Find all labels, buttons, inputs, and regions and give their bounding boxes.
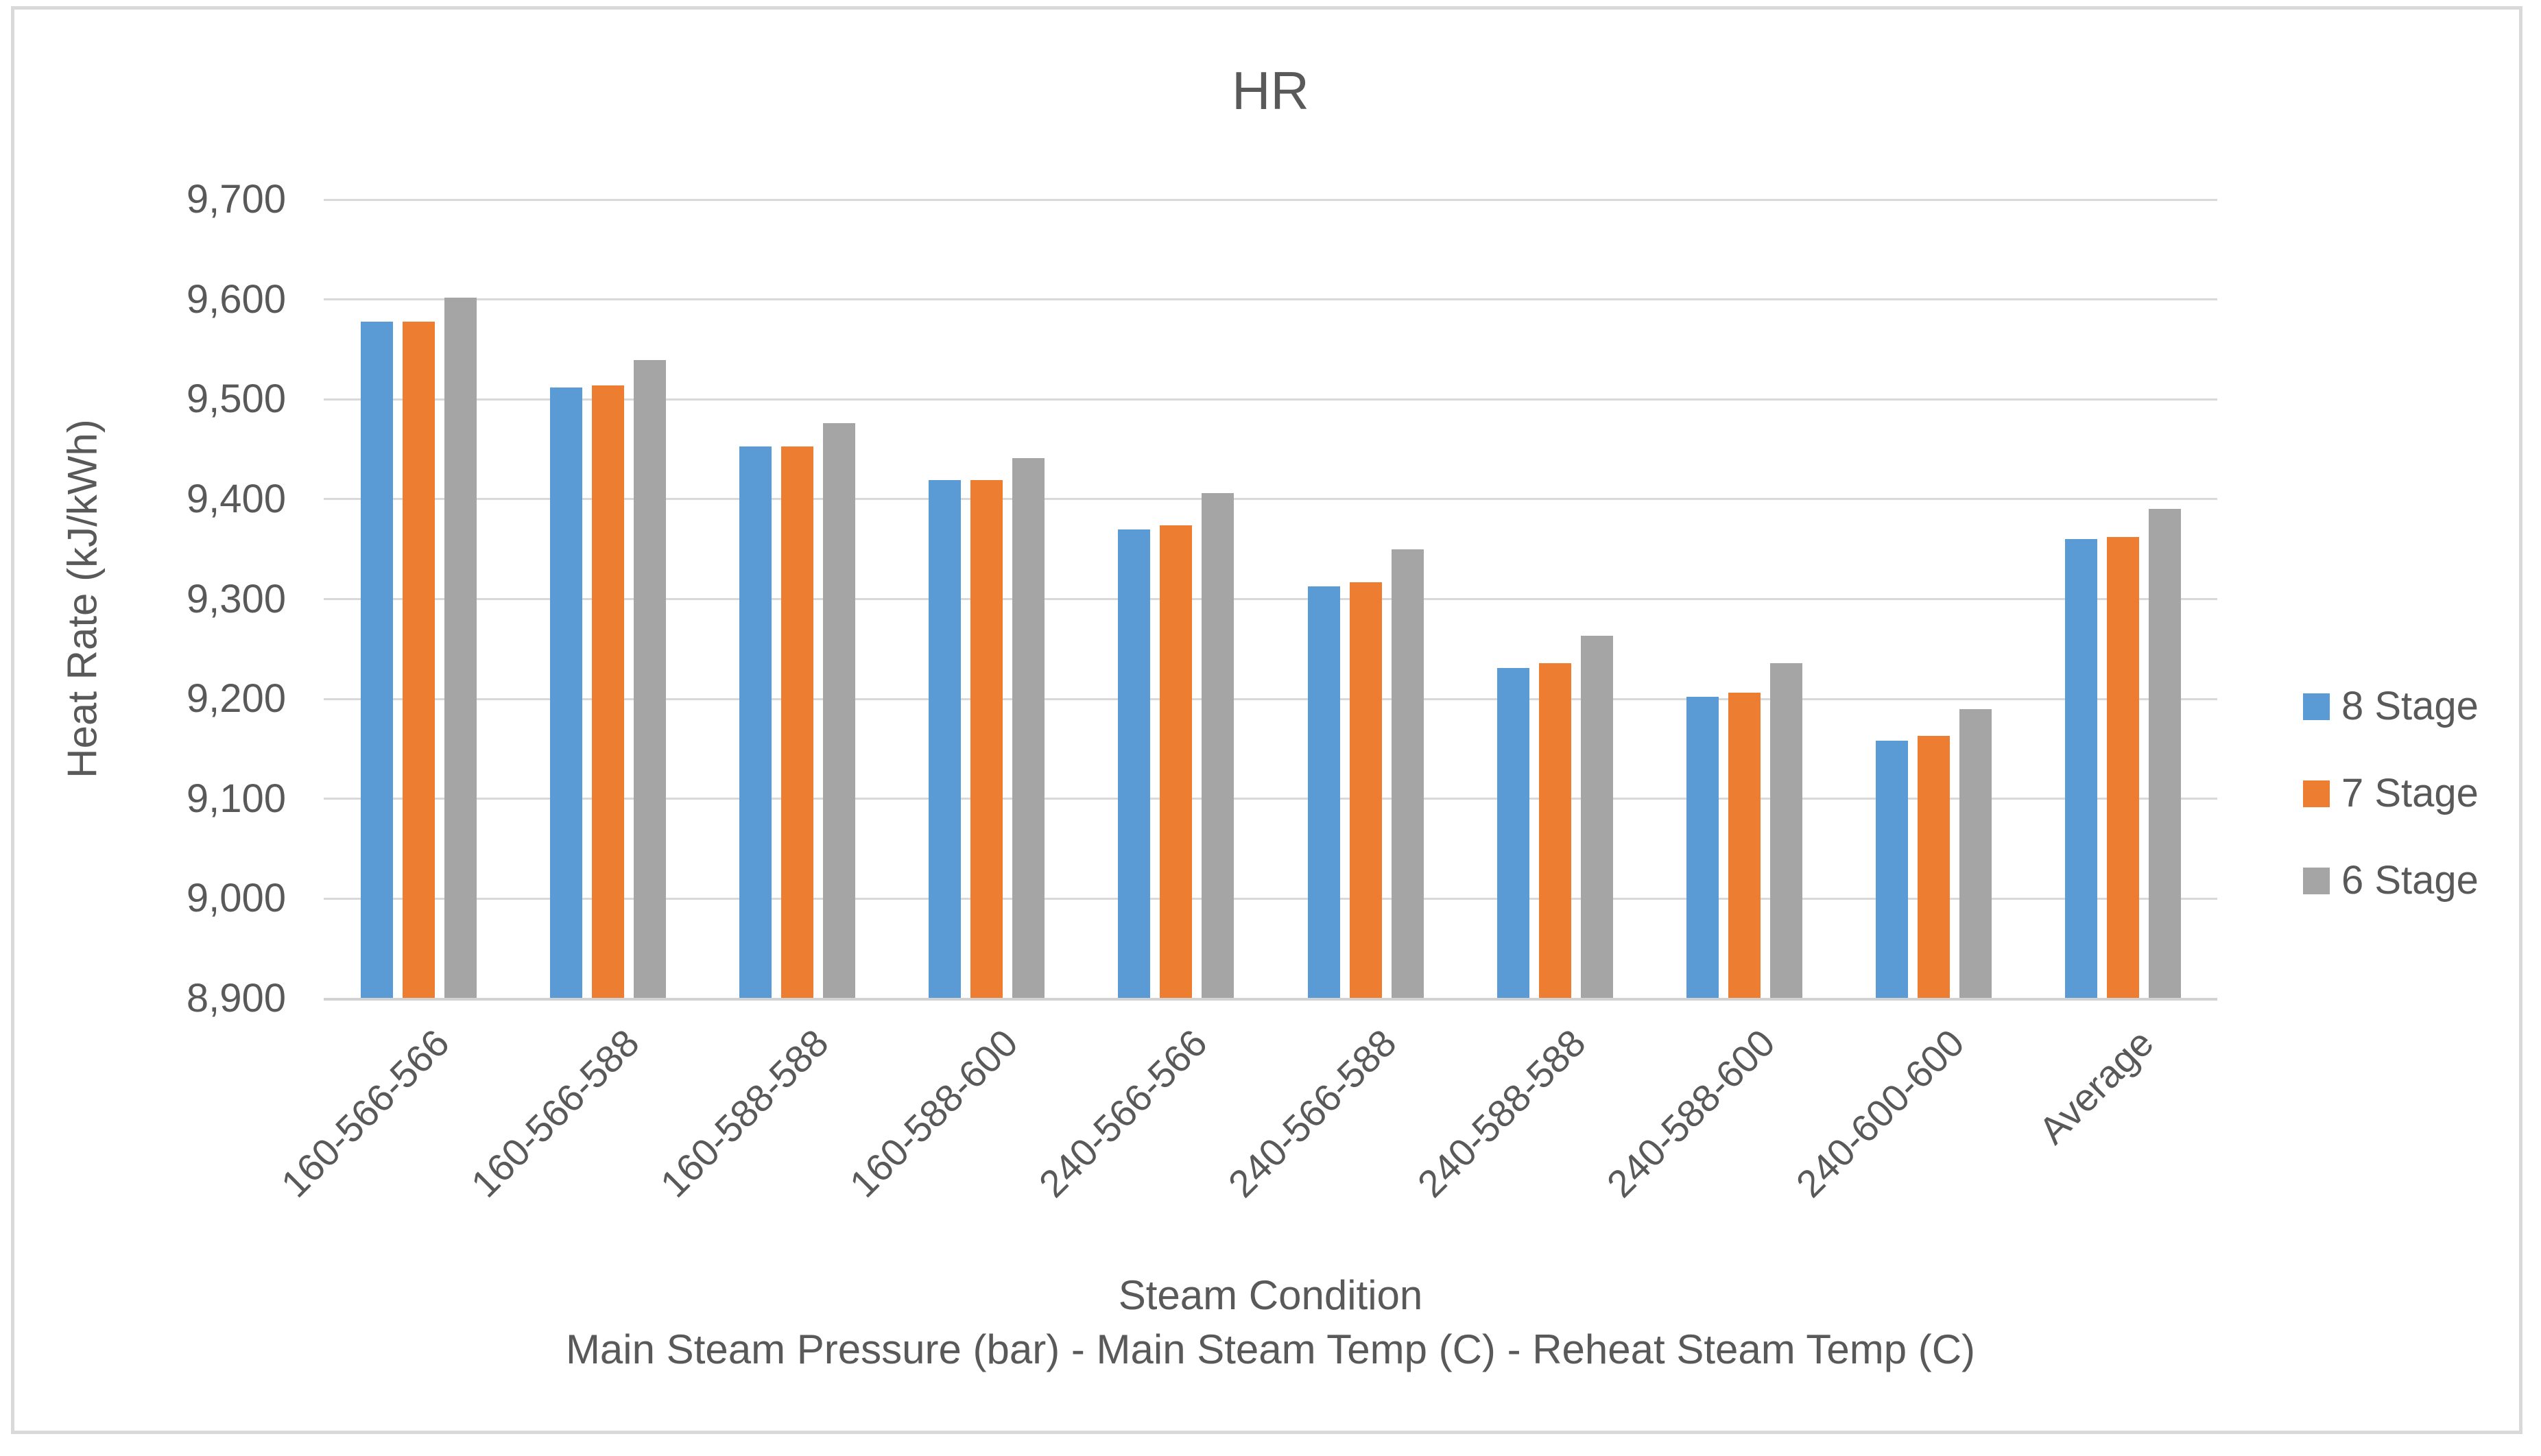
- bar-7-stage-240-588-600: [1728, 693, 1761, 998]
- legend-item-8-stage: 8 Stage: [2303, 687, 2479, 726]
- y-tick-label: 9,700: [186, 177, 286, 222]
- bar-6-stage-160-566-566: [444, 297, 477, 998]
- gridline: [324, 298, 2217, 301]
- bar-6-stage-160-588-588: [823, 423, 856, 998]
- x-axis-line: [324, 997, 2217, 1001]
- y-tick-label: 9,600: [186, 276, 286, 322]
- gridline: [324, 697, 2217, 700]
- bar-7-stage-average: [2106, 537, 2139, 998]
- x-axis-title: Steam Condition Main Steam Pressure (bar…: [324, 1270, 2217, 1379]
- bar-6-stage-240-588-600: [1769, 663, 1802, 998]
- legend-label: 8 Stage: [2341, 684, 2479, 728]
- chart-title: HR: [1232, 60, 1309, 121]
- bar-8-stage-160-566-566: [361, 321, 393, 998]
- y-tick-label: 9,000: [186, 876, 286, 921]
- bar-7-stage-160-566-566: [403, 321, 435, 998]
- bar-6-stage-240-588-588: [1580, 636, 1613, 998]
- x-axis-title-line2: Main Steam Pressure (bar) - Main Steam T…: [565, 1326, 1976, 1372]
- bar-7-stage-240-588-588: [1538, 663, 1571, 998]
- y-tick-label: 9,400: [186, 476, 286, 521]
- legend-swatch-icon: [2303, 867, 2330, 894]
- bar-8-stage-average: [2064, 539, 2097, 998]
- bar-7-stage-240-566-566: [1160, 525, 1193, 998]
- legend-label: 7 Stage: [2341, 771, 2479, 815]
- bar-6-stage-240-566-566: [1202, 493, 1234, 998]
- bar-6-stage-160-588-600: [1012, 458, 1045, 998]
- legend-swatch-icon: [2303, 780, 2330, 807]
- gridline: [324, 598, 2217, 600]
- legend: 8 Stage 7 Stage 6 Stage: [2303, 687, 2479, 948]
- y-tick-label: 8,900: [186, 976, 286, 1021]
- bar-7-stage-240-600-600: [1917, 736, 1950, 998]
- bar-7-stage-160-588-600: [970, 480, 1003, 998]
- bar-8-stage-160-588-600: [929, 480, 962, 998]
- legend-swatch-icon: [2303, 693, 2330, 720]
- y-tick-label: 9,100: [186, 776, 286, 821]
- bar-8-stage-240-566-566: [1118, 529, 1151, 998]
- bar-7-stage-160-588-588: [781, 446, 814, 998]
- bar-6-stage-240-566-588: [1391, 549, 1424, 998]
- legend-item-7-stage: 7 Stage: [2303, 774, 2479, 813]
- bar-8-stage-240-566-588: [1307, 586, 1340, 998]
- y-tick-label: 9,200: [186, 676, 286, 721]
- bar-7-stage-240-566-588: [1349, 582, 1382, 998]
- bar-8-stage-240-588-600: [1686, 697, 1719, 998]
- bar-6-stage-160-566-588: [634, 360, 667, 998]
- bar-8-stage-240-600-600: [1875, 741, 1908, 998]
- legend-label: 6 Stage: [2341, 858, 2479, 903]
- gridline: [324, 798, 2217, 800]
- x-axis-title-line1: Steam Condition: [1118, 1272, 1423, 1318]
- bar-8-stage-160-566-588: [550, 387, 583, 998]
- bar-8-stage-240-588-588: [1496, 667, 1529, 998]
- bar-6-stage-240-600-600: [1959, 708, 1992, 998]
- bar-7-stage-160-566-588: [592, 385, 625, 998]
- gridline: [324, 498, 2217, 501]
- y-tick-label: 9,500: [186, 377, 286, 422]
- gridline: [324, 398, 2217, 401]
- gridline: [324, 198, 2217, 201]
- gridline: [324, 897, 2217, 900]
- bar-8-stage-160-588-588: [739, 446, 772, 998]
- bar-6-stage-average: [2148, 509, 2181, 998]
- y-tick-label: 9,300: [186, 576, 286, 621]
- legend-item-6-stage: 6 Stage: [2303, 861, 2479, 900]
